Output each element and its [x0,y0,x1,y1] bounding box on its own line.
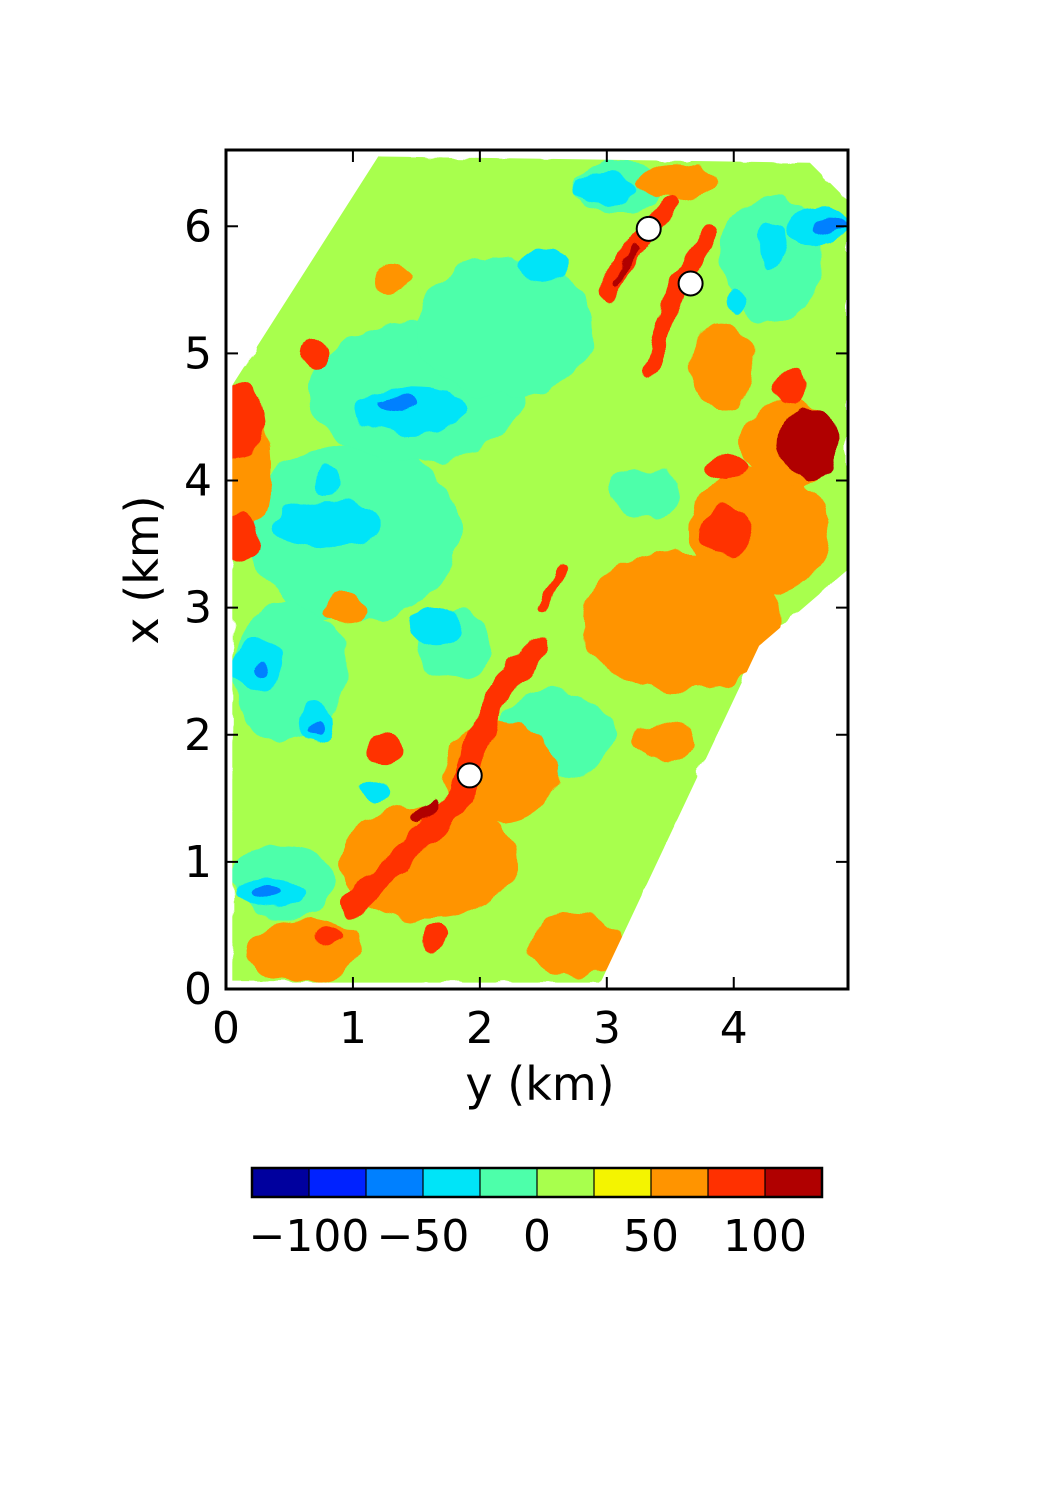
contour-blob [356,781,388,803]
colorbar-segment [765,1168,822,1197]
contour-ridge [538,564,568,613]
colorbar-segment [480,1168,537,1197]
contour-blob [723,289,744,316]
colorbar-tick-label: 0 [523,1211,551,1262]
contour-blob [806,423,827,449]
contour-blob [775,366,807,405]
plot-area: 0 1 2 3 4 0 1 2 3 4 5 6 y (km) x (km) [115,148,850,1111]
y-tick-label: 4 [184,456,212,507]
contour-blob [606,467,683,519]
contour-blob [299,338,331,369]
colorbar-segment [651,1168,708,1197]
x-tick-label: 4 [720,1003,748,1054]
contour-blob [245,919,360,983]
contour-blob [270,502,385,548]
x-tick-label: 3 [593,1003,621,1054]
contour-blob [638,162,715,201]
x-tick-label: 0 [212,1003,240,1054]
contour-blob [422,925,449,951]
y-tick-label: 1 [184,837,212,888]
colorbar-segment [309,1168,366,1197]
colorbar-segment [423,1168,480,1197]
x-tick-label: 2 [466,1003,494,1054]
colorbar-tick-label: −100 [249,1211,370,1262]
contour-blob [756,222,788,269]
contour-field [232,156,849,983]
contour-blob [632,722,696,761]
contour-blob [314,465,341,496]
contour-blob [371,264,411,290]
contour-blob [232,512,261,564]
contour-blob [517,245,569,284]
contour-blob [416,258,595,398]
y-tick-label: 3 [184,583,212,634]
contour-blob [708,455,747,481]
station-markers [456,215,704,789]
x-tick-label: 1 [339,1003,367,1054]
contour-blob [378,396,417,412]
colorbar-segment [594,1168,651,1197]
contour-blob [314,927,341,949]
contour-ridge [610,242,642,287]
contour-blob [307,720,323,737]
axes-frame [224,148,850,991]
station-marker [456,762,483,789]
axis-ticks: 0 1 2 3 4 0 1 2 3 4 5 6 [184,150,848,1054]
contour-blob [575,172,639,204]
colorbar-segment [708,1168,765,1197]
colorbar: −100 −50 0 50 100 [249,1166,824,1262]
contour-blob [232,385,265,462]
contour-ridge [642,223,718,375]
y-tick-label: 6 [184,201,212,252]
colorbar-tick-label: 50 [623,1211,679,1262]
station-marker [635,215,662,242]
colorbar-segment [537,1168,594,1197]
colorbar-segment [366,1168,423,1197]
contour-blob [689,467,829,595]
y-tick-label: 2 [184,710,212,761]
y-tick-label: 0 [184,964,212,1015]
contour-blob [352,387,468,434]
contour-blob [248,887,280,901]
contour-blob [327,592,366,623]
colorbar-tick-label: −50 [377,1211,470,1262]
colorbar-segments [252,1168,822,1197]
y-axis-label: x (km) [115,495,169,644]
contour-blob [530,912,620,977]
contour-blob [699,508,756,555]
y-tick-label: 5 [184,328,212,379]
contour-blob [689,321,753,411]
station-marker [677,270,704,297]
contour-blob [813,218,845,234]
contour-ridge [411,799,441,823]
colorbar-tick-label: 100 [723,1211,807,1262]
contour-blob [250,663,266,679]
x-axis-label: y (km) [465,1057,614,1111]
colorbar-ticks: −100 −50 0 50 100 [249,1211,807,1262]
colorbar-segment [252,1168,309,1197]
colorbar-frame [250,1166,824,1199]
contour-blob [366,734,403,761]
contour-blob [410,607,461,646]
